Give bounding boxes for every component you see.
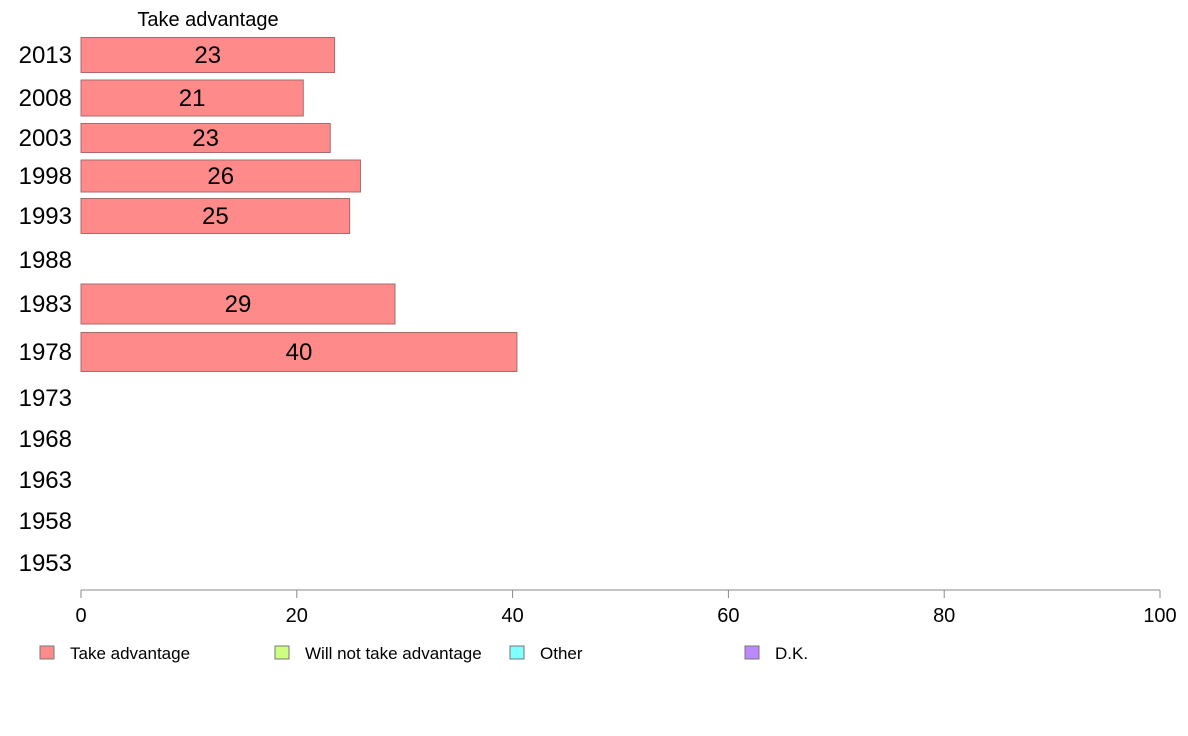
x-tick-label: 100 [1143,605,1176,627]
y-tick-label: 2008 [19,85,72,112]
bar-value-label: 23 [192,125,219,152]
y-tick-label: 1993 [19,203,72,230]
legend-swatch [509,645,525,660]
bar-value-label: 21 [179,85,206,112]
legend-swatch [744,645,760,660]
y-tick-label: 1958 [19,508,72,535]
y-tick-label: 1998 [19,163,72,190]
legend-item: Will not take advantage [274,644,482,663]
legend-item: Take advantage [39,644,190,663]
legend-label: Will not take advantage [305,644,482,663]
bar [80,198,351,234]
legend-swatch [274,645,290,660]
y-axis-labels: 2013 2008 2003 1998 1993 1988 1983 1978 1973 1968… [19,42,72,577]
bar-value-label: 23 [194,42,221,69]
y-tick-label: 1953 [19,550,72,577]
x-tick-label: 40 [501,605,523,627]
column-header: Take advantage [137,9,278,31]
legend-label: Other [540,644,583,663]
y-tick-label: 2003 [19,125,72,152]
y-tick-label: 1963 [19,467,72,494]
y-tick-label: 2013 [19,42,72,69]
bar [80,332,518,372]
y-tick-label: 1978 [19,339,72,366]
bar [80,37,336,73]
bar [80,283,396,325]
legend: Take advantage Will not take advantage Oth… [39,644,808,663]
y-tick-label: 1968 [19,426,72,453]
x-tick-label: 0 [75,605,86,627]
bar-value-label: 40 [286,339,313,366]
bar-value-label: 25 [202,203,229,230]
x-axis: 0 20 40 60 80 100 [75,589,1177,627]
x-tick-label: 60 [717,605,739,627]
bar-labels-group: 23 21 23 26 25 29 40 [179,42,313,366]
legend-item: D.K. [744,644,808,663]
bar [80,123,331,153]
y-tick-label: 1973 [19,385,72,412]
x-tick-label: 20 [286,605,308,627]
bar-value-label: 26 [207,163,234,190]
y-tick-label: 1983 [19,291,72,318]
bar [80,159,361,193]
bars-group [80,37,518,372]
x-tick-label: 80 [933,605,955,627]
legend-swatch [39,645,55,660]
legend-label: Take advantage [70,644,190,663]
bar-value-label: 29 [225,291,252,318]
y-tick-label: 1988 [19,247,72,274]
legend-label: D.K. [775,644,808,663]
bar [80,79,304,117]
legend-item: Other [509,644,583,663]
